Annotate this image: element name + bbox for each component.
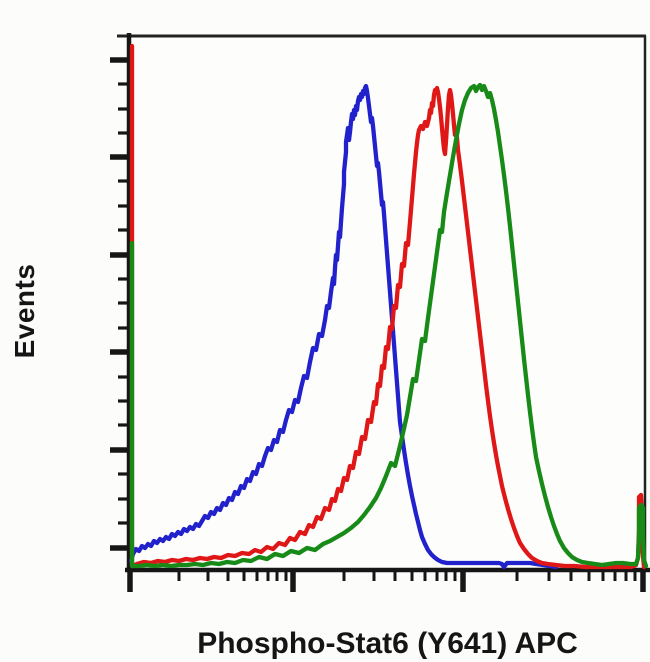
- curve-red: [129, 43, 647, 570]
- y-axis-label: Events: [9, 263, 40, 359]
- curve-blue: [128, 83, 559, 570]
- curve-green: [129, 82, 649, 569]
- x-axis-label: Phospho-Stat6 (Y641) APC: [197, 627, 578, 660]
- plot-area: [129, 36, 645, 570]
